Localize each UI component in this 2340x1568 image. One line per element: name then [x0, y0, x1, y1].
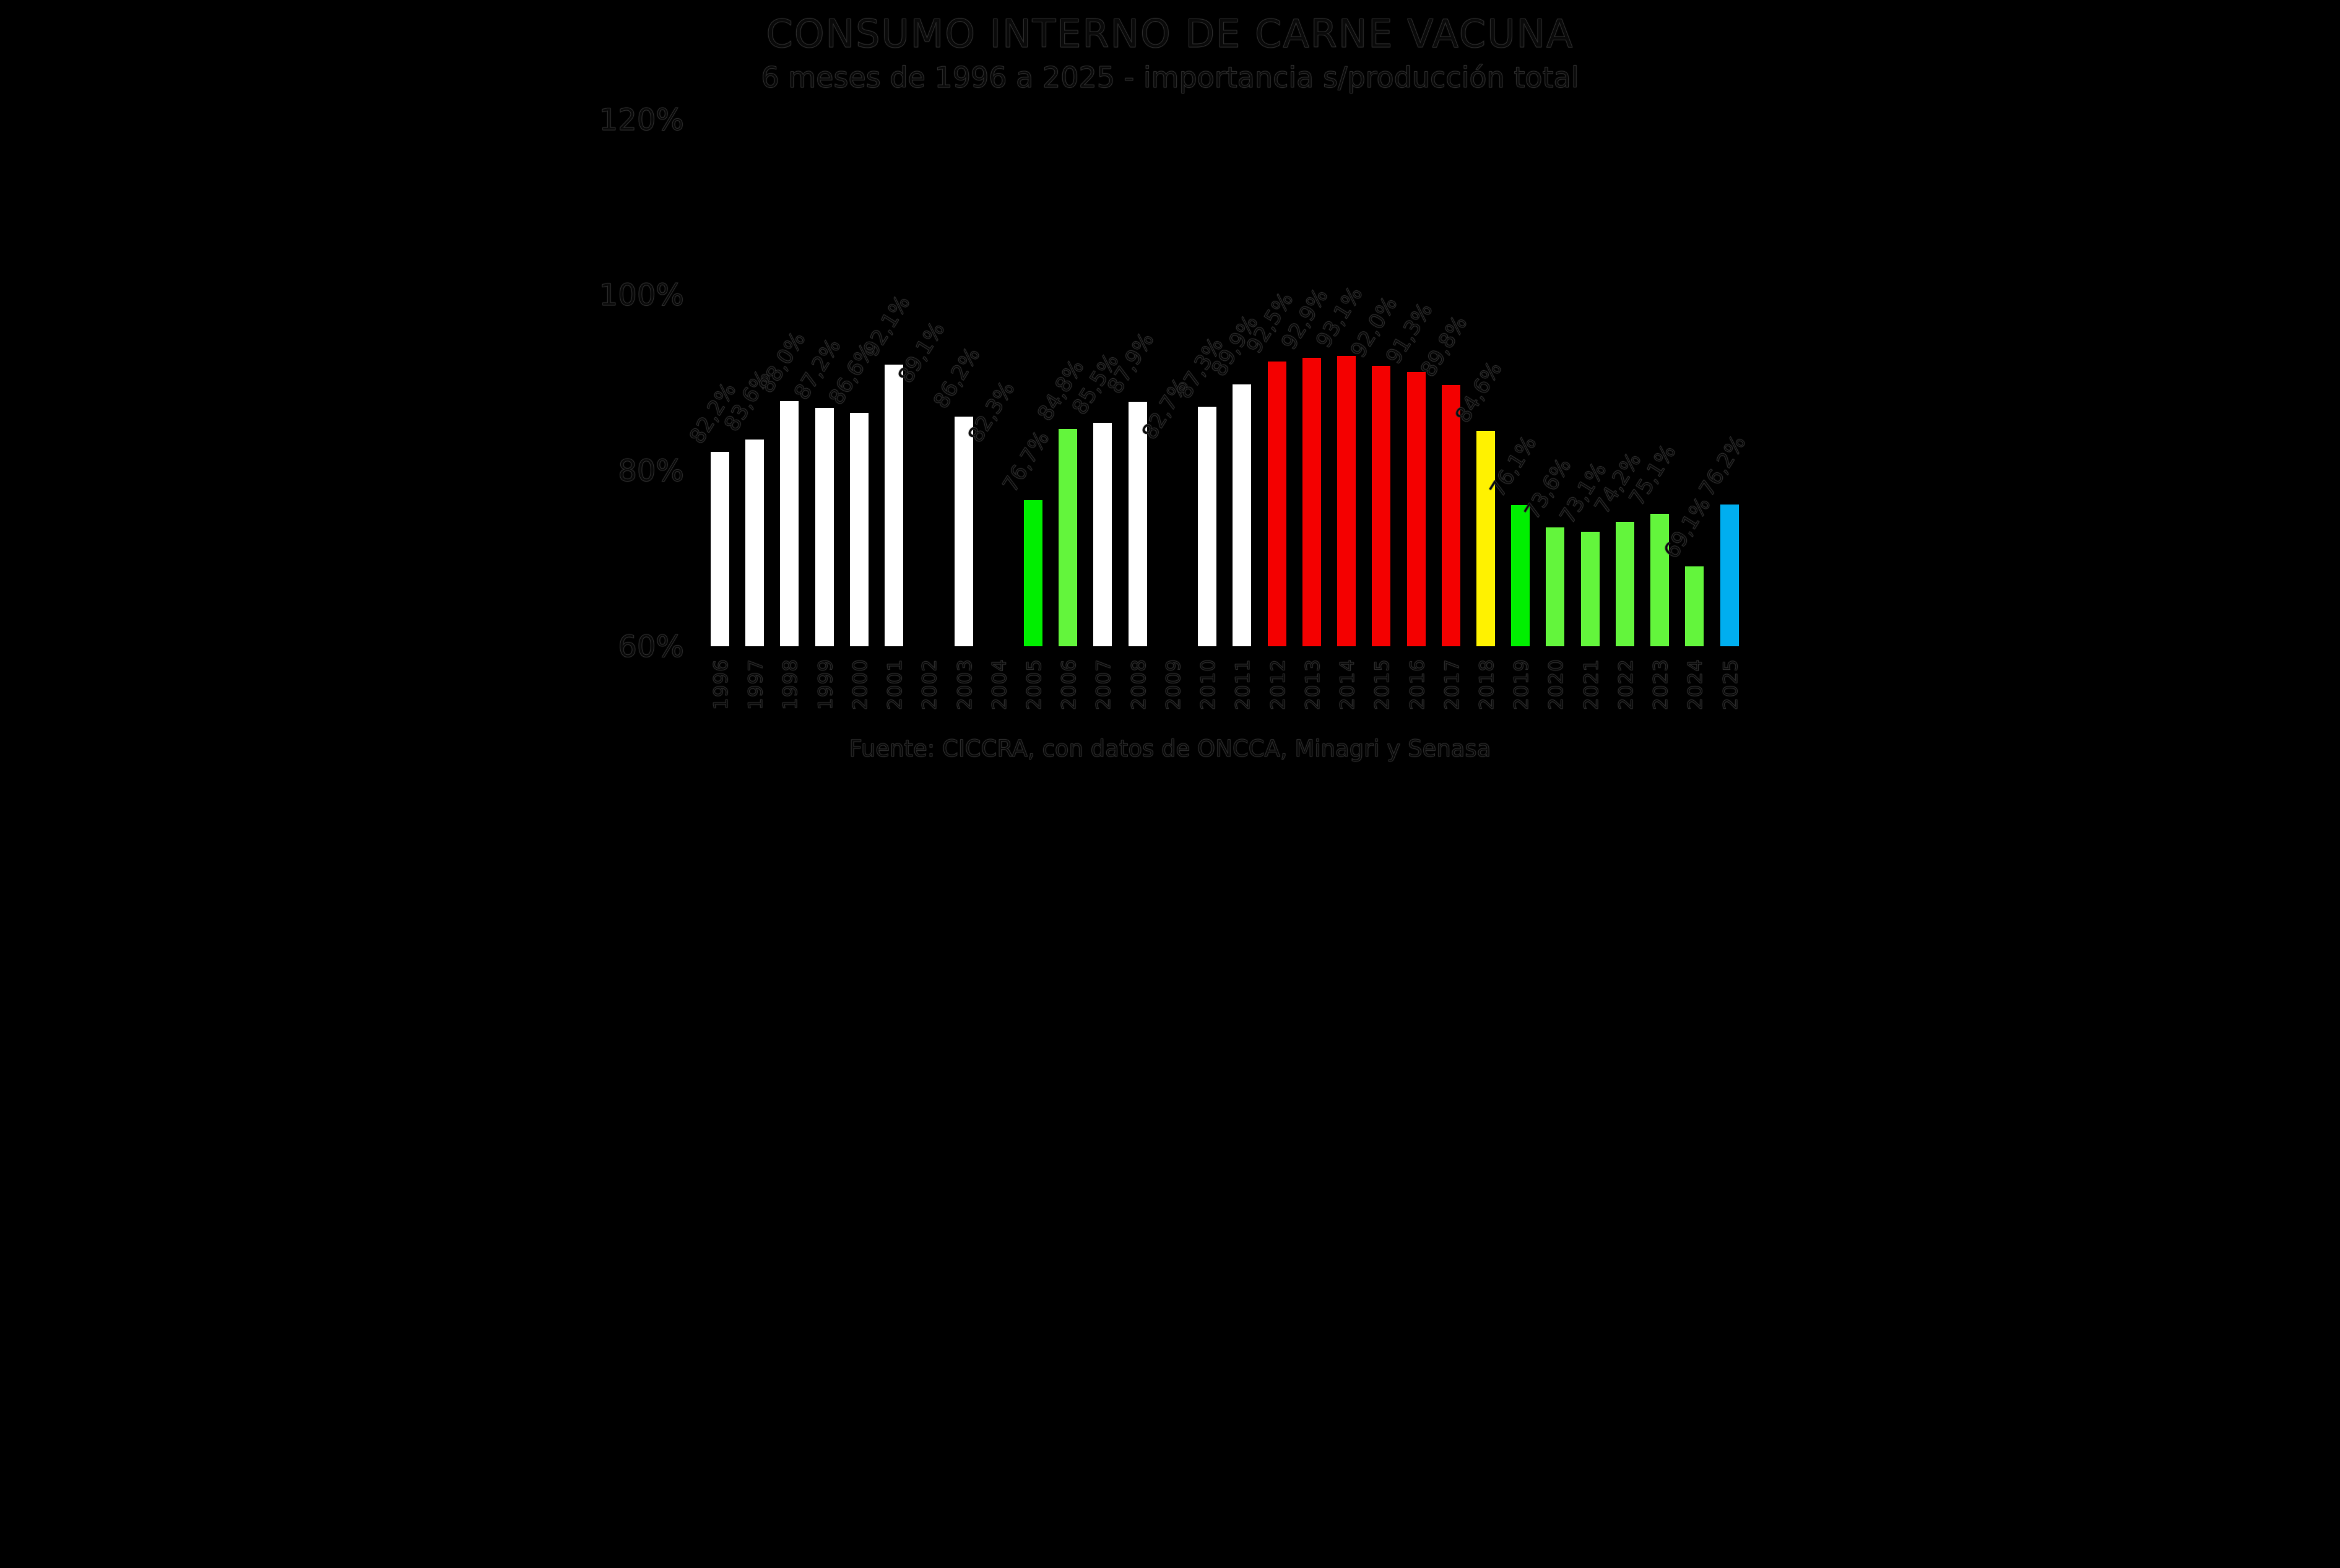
bar-2020 [1546, 527, 1565, 647]
x-axis-year-label: 2025 [1719, 658, 1742, 710]
x-axis-year-label: 2018 [1475, 658, 1498, 710]
x-axis-year-label: 1996 [710, 658, 733, 710]
bar-value-label: 89,1% [893, 318, 950, 388]
bar-2000 [849, 413, 869, 647]
bar-value-label: 86,2% [928, 343, 985, 414]
bar-2023 [1650, 514, 1670, 647]
bar-2002 [919, 391, 938, 647]
x-axis-year-label: 1998 [779, 658, 802, 710]
x-axis-year-label: 2015 [1371, 658, 1394, 710]
bar-2014 [1337, 356, 1356, 647]
x-axis-year-label: 2019 [1510, 658, 1533, 710]
x-axis-year-label: 1999 [814, 658, 837, 710]
bar-2006 [1059, 428, 1078, 647]
bar-2005 [1024, 500, 1043, 647]
x-axis-year-label: 2006 [1058, 658, 1081, 710]
bar-2013 [1302, 358, 1321, 647]
chart-title: CONSUMO INTERNO DE CARNE VACUNA [766, 11, 1574, 57]
bar-2015 [1372, 365, 1391, 647]
y-axis-tick-label: 120% [599, 102, 684, 137]
x-axis-year-label: 2022 [1614, 658, 1637, 710]
bar-1996 [711, 451, 729, 647]
x-axis-year-label: 2005 [1023, 658, 1046, 710]
x-axis-year-label: 2010 [1197, 658, 1220, 710]
x-axis-year-label: 2001 [884, 658, 907, 710]
x-axis-year-label: 2017 [1441, 658, 1463, 710]
x-axis-year-label: 2004 [988, 658, 1011, 710]
x-axis-year-label: 2016 [1406, 658, 1429, 710]
y-axis-tick-label: 100% [599, 278, 684, 313]
chart-subtitle: 6 meses de 1996 a 2025 - importancia s/p… [761, 61, 1579, 95]
bar-1998 [780, 401, 799, 647]
x-axis-year-label: 2002 [919, 658, 942, 710]
y-axis-tick-label: 80% [618, 453, 685, 488]
bar-1997 [745, 439, 765, 647]
x-axis-year-label: 2007 [1093, 658, 1116, 710]
x-axis-year-label: 2023 [1650, 658, 1673, 710]
y-axis-tick-label: 60% [618, 629, 685, 664]
x-axis-year-label: 1997 [745, 658, 768, 710]
bar-value-label: 76,2% [1694, 431, 1751, 501]
bar-2011 [1233, 384, 1252, 647]
x-axis-year-label: 2011 [1232, 658, 1255, 710]
x-axis-year-label: 2013 [1301, 658, 1324, 710]
bar-2019 [1511, 505, 1530, 647]
bar-2018 [1476, 430, 1495, 647]
bar-2001 [885, 365, 904, 647]
bar-2017 [1441, 385, 1460, 647]
bar-2024 [1685, 566, 1704, 647]
x-axis-year-label: 2012 [1267, 658, 1289, 710]
bar-value-label: 92,1% [859, 291, 916, 362]
bar-value-label: 82,3% [963, 377, 1020, 448]
bar-2003 [954, 417, 973, 647]
x-axis-year-label: 2014 [1337, 658, 1359, 710]
x-axis-year-label: 2020 [1545, 658, 1568, 710]
bar-2021 [1580, 531, 1600, 647]
bar-2022 [1615, 522, 1634, 647]
bar-2008 [1128, 401, 1147, 647]
chart-canvas: CONSUMO INTERNO DE CARNE VACUNA 6 meses … [585, 0, 1755, 784]
x-axis-year-label: 2003 [953, 658, 976, 710]
x-axis-year-label: 2008 [1127, 658, 1150, 710]
bar-2025 [1720, 504, 1739, 647]
bar-2007 [1093, 422, 1112, 647]
bar-1999 [815, 407, 834, 647]
bar-2010 [1198, 407, 1217, 647]
x-axis-year-label: 2024 [1684, 658, 1707, 710]
bar-2016 [1406, 371, 1426, 647]
source-caption: Fuente: CICCRA, con datos de ONCCA, Mina… [849, 735, 1491, 763]
bar-2009 [1163, 447, 1182, 647]
x-axis-year-label: 2000 [849, 658, 872, 710]
x-axis-year-label: 2009 [1162, 658, 1185, 710]
bar-2012 [1267, 361, 1286, 647]
bar-2004 [989, 451, 1008, 647]
x-axis-year-label: 2021 [1580, 658, 1603, 710]
